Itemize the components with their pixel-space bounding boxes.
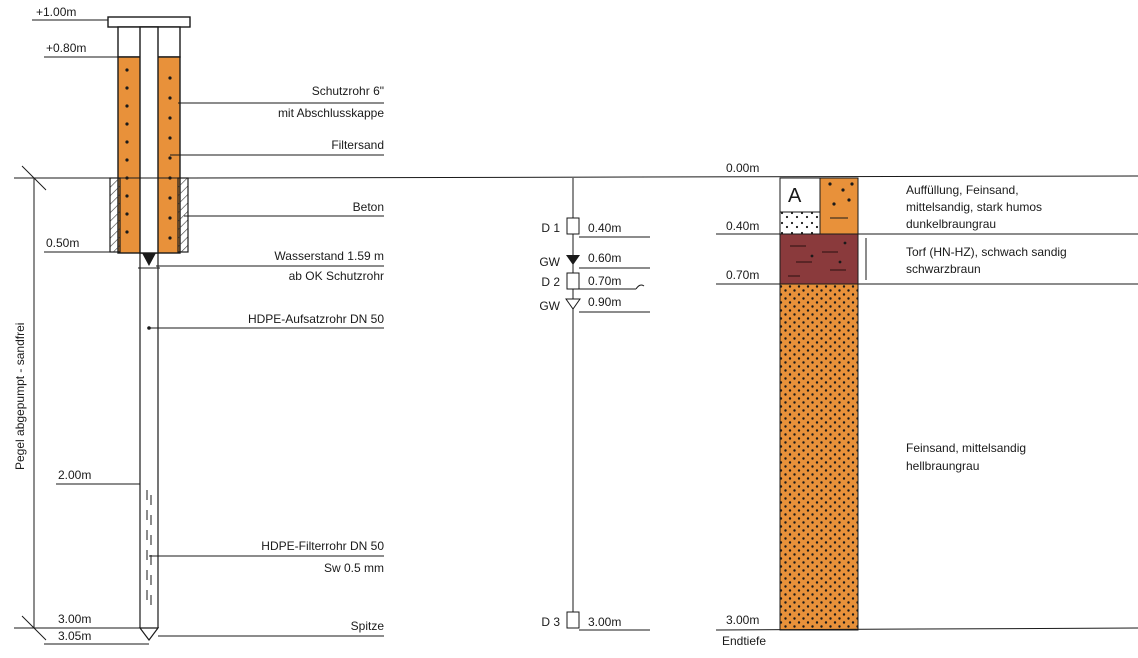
label-casing-1: Schutzrohr 6" xyxy=(312,84,384,98)
side-label: Pegel abgepumpt - sandfrei xyxy=(13,323,27,470)
sample-box-d3 xyxy=(567,612,579,628)
label-casing-2: mit Abschlusskappe xyxy=(278,106,384,120)
sample-id-d2: D 2 xyxy=(541,275,560,289)
layer1-sand xyxy=(820,178,858,234)
riser-pipe-inner xyxy=(140,27,158,253)
gw-tag-2: GW xyxy=(539,299,560,313)
sample-box-d1 xyxy=(567,218,579,234)
ground-surface xyxy=(190,176,1138,178)
concrete-right xyxy=(178,178,188,252)
elev-tip: 3.05m xyxy=(58,629,91,643)
label-concrete: Beton xyxy=(353,200,384,214)
gw-depth-1: 0.60m xyxy=(588,251,621,265)
filter-slots xyxy=(147,490,151,605)
layer1-desc-3: dunkelbraungrau xyxy=(906,217,996,231)
sample-box-d2 xyxy=(567,273,579,289)
elev-top-pipe: +0.80m xyxy=(46,41,86,55)
sample-depth-d2: 0.70m xyxy=(588,274,621,288)
elev-bottom: 3.00m xyxy=(58,612,91,626)
sample-id-d3: D 3 xyxy=(541,615,560,629)
layer3-sand xyxy=(780,284,858,630)
profile-end-label: Endtiefe xyxy=(722,634,766,648)
casing-cap xyxy=(108,17,190,27)
layer2-desc-2: schwarzbraun xyxy=(906,262,981,276)
label-water-level-1: Wasserstand 1.59 m xyxy=(274,249,384,263)
concrete-left xyxy=(110,178,120,252)
elev-top-cap: +1.00m xyxy=(36,5,76,19)
label-riser-pipe: HDPE-Aufsatzrohr DN 50 xyxy=(248,312,384,326)
well-construction: +1.00m +0.80m 0.50m 2.00m 3.00m 3.05m Pe… xyxy=(13,5,384,644)
label-filter-sand: Filtersand xyxy=(331,138,384,152)
profile-depth-2: 0.70m xyxy=(726,268,759,282)
label-filter-pipe-2: Sw 0.5 mm xyxy=(324,561,384,575)
elev-filter-start: 2.00m xyxy=(58,468,91,482)
sample-id-d1: D 1 xyxy=(541,221,560,235)
layer2-desc-1: Torf (HN-HZ), schwach sandig xyxy=(906,245,1067,259)
label-tip: Spitze xyxy=(351,619,385,633)
layer-letter: A xyxy=(788,185,802,207)
label-water-level-2: ab OK Schutzrohr xyxy=(289,269,384,283)
groundwater-marker-2 xyxy=(566,299,580,309)
sample-depth-d1: 0.40m xyxy=(588,221,621,235)
profile-depth-top: 0.00m xyxy=(726,161,759,175)
sample-column: D 1 0.40m GW 0.60m D 2 0.70m GW 0.90m D … xyxy=(539,178,650,630)
layer1-desc-1: Auffüllung, Feinsand, xyxy=(906,183,1019,197)
layer1-fill-sand xyxy=(780,212,820,234)
gw-tag-1: GW xyxy=(539,255,560,269)
layer3-desc-1: Feinsand, mittelsandig xyxy=(906,441,1026,455)
water-level-marker xyxy=(142,253,156,266)
elev-concrete-base: 0.50m xyxy=(46,236,79,250)
profile-depth-end: 3.00m xyxy=(726,613,759,627)
gw-depth-2: 0.90m xyxy=(588,295,621,309)
groundwater-marker-1 xyxy=(566,255,580,265)
layer1-desc-2: mittelsandig, stark humos xyxy=(906,200,1042,214)
layer3-desc-2: hellbraungrau xyxy=(906,459,979,473)
profile-depth-1: 0.40m xyxy=(726,219,759,233)
sample-depth-d3: 3.00m xyxy=(588,615,621,629)
label-filter-pipe-1: HDPE-Filterrohr DN 50 xyxy=(261,539,384,553)
well-tip xyxy=(140,628,158,640)
